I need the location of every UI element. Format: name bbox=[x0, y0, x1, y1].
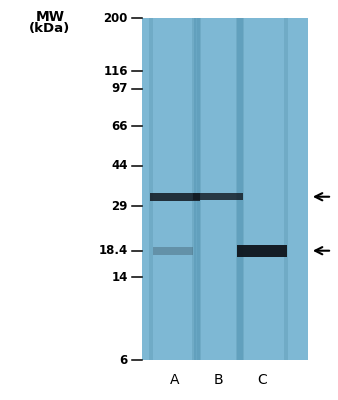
Bar bbox=[237, 18, 243, 360]
Bar bbox=[150, 193, 200, 201]
Bar bbox=[193, 18, 199, 360]
Text: 44: 44 bbox=[112, 159, 128, 172]
Text: B: B bbox=[213, 373, 223, 387]
Text: (kDa): (kDa) bbox=[29, 22, 71, 35]
Bar bbox=[142, 18, 308, 360]
Bar bbox=[153, 247, 193, 255]
Text: 66: 66 bbox=[112, 120, 128, 133]
Text: 14: 14 bbox=[112, 271, 128, 284]
Text: 97: 97 bbox=[112, 82, 128, 95]
Bar bbox=[193, 193, 243, 200]
Text: 116: 116 bbox=[103, 65, 128, 78]
Bar bbox=[284, 18, 288, 360]
Bar bbox=[149, 18, 153, 360]
Text: 6: 6 bbox=[120, 354, 128, 366]
Text: MW: MW bbox=[35, 10, 65, 24]
Bar bbox=[240, 18, 244, 360]
Bar bbox=[192, 18, 196, 360]
Text: 18.4: 18.4 bbox=[99, 244, 128, 257]
Text: 200: 200 bbox=[104, 12, 128, 24]
Text: A: A bbox=[170, 373, 180, 387]
Text: C: C bbox=[257, 373, 267, 387]
Bar bbox=[237, 245, 287, 257]
Bar bbox=[197, 18, 201, 360]
Text: 29: 29 bbox=[112, 200, 128, 213]
Bar bbox=[236, 18, 240, 360]
